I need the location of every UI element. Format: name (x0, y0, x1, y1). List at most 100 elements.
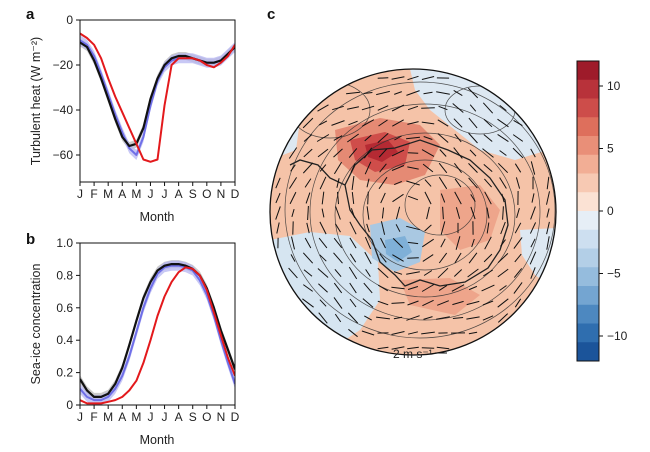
wind-vector (421, 284, 435, 292)
wind-vector (466, 300, 480, 306)
wind-vector (407, 286, 419, 290)
y-tick-label: 1.0 (56, 236, 73, 250)
wind-vector (407, 331, 419, 335)
wind-vector (348, 148, 358, 158)
wind-vector (361, 119, 375, 127)
wind-vector (468, 177, 478, 189)
wind-vector (484, 191, 492, 205)
colorbar-tick-label: 10 (607, 79, 621, 93)
wind-vector (364, 161, 372, 175)
series-line-black (80, 263, 235, 398)
wind-vector (406, 225, 420, 231)
wind-vector (531, 193, 535, 203)
wind-vector (380, 237, 386, 249)
wind-vector (349, 221, 357, 235)
wind-vector (391, 302, 405, 304)
colorbar-cell (577, 304, 599, 324)
y-tick-label: 0 (66, 13, 73, 27)
wind-vector (407, 121, 419, 125)
plot-frame-b (79, 242, 236, 406)
colorbar-cell (577, 248, 599, 268)
wind-vector (363, 147, 373, 159)
wind-vector (302, 298, 314, 308)
wind-vector (436, 91, 450, 95)
wind-vector (318, 283, 328, 293)
wind-vector (407, 75, 419, 81)
wind-vector (337, 191, 339, 205)
wind-vector (321, 191, 325, 205)
wind-vector (499, 177, 507, 189)
wind-vector (483, 164, 493, 172)
wind-vector (512, 134, 524, 142)
wind-vector (514, 163, 522, 173)
series-line-black (80, 41, 235, 148)
wind-vector (319, 299, 327, 307)
wind-vector (455, 236, 461, 250)
wind-vector (377, 133, 389, 143)
wind-vector (377, 284, 389, 292)
wind-vector (406, 180, 420, 186)
wind-vector (395, 206, 401, 220)
colorbar-cell (577, 136, 599, 156)
wind-vector (333, 148, 343, 158)
x-tick-label: O (202, 410, 211, 424)
wind-vector (421, 121, 435, 125)
wind-vector (406, 315, 420, 321)
y-tick-label: 0.2 (56, 366, 73, 380)
wind-vector (438, 105, 448, 111)
wind-vector (318, 312, 328, 324)
wind-vector (407, 300, 419, 306)
wind-vector (303, 269, 313, 277)
wind-vector (303, 284, 313, 292)
wind-vector (391, 149, 405, 157)
wind-vector (302, 117, 314, 129)
x-tick-label: A (175, 410, 183, 424)
wind-vector (364, 134, 372, 142)
wind-vector (395, 224, 401, 232)
wind-vector (363, 282, 373, 294)
wind-vector (380, 192, 386, 204)
x-tick-label: M (131, 187, 141, 201)
colorbar-cell (577, 154, 599, 174)
x-tick-label: D (231, 410, 240, 424)
wind-vector (442, 206, 444, 220)
x-axis-label-b: Month (140, 433, 175, 447)
wind-vector (497, 313, 509, 323)
y-axis-label-b: Sea-ice concentration (29, 264, 43, 385)
x-tick-label: F (90, 410, 97, 424)
wind-vector (393, 316, 403, 320)
wind-vector (378, 119, 388, 127)
wind-vector (513, 268, 523, 278)
wind-vector (436, 316, 450, 320)
wind-vector (438, 162, 448, 174)
wind-vector (467, 87, 479, 99)
colorbar-cell (577, 192, 599, 212)
wind-vector (421, 331, 435, 335)
y-axis-label-a: Turbulent heat (W m⁻²) (29, 37, 43, 165)
wind-vector (394, 135, 402, 141)
wind-vector (377, 346, 389, 350)
wind-vector (451, 284, 465, 292)
wind-vector (317, 104, 329, 112)
wind-vector (514, 222, 522, 234)
wind-vector (453, 118, 463, 128)
wind-vector (367, 191, 369, 205)
wind-vector (392, 193, 404, 203)
x-tick-label: J (162, 187, 168, 201)
wind-vector (348, 266, 358, 280)
map-region-positive (365, 140, 398, 162)
wind-vector (291, 208, 295, 218)
wind-vector (333, 252, 343, 264)
wind-vector (361, 330, 375, 336)
wind-vector (376, 90, 390, 96)
wind-vector (466, 316, 480, 320)
wind-vector (318, 120, 328, 126)
vector-scale-label: 2 m s⁻¹ (393, 347, 433, 361)
wind-vector (499, 150, 507, 156)
wind-vector (332, 105, 344, 111)
wind-vector (513, 282, 523, 294)
wind-vector (482, 300, 494, 306)
wind-vector (363, 92, 373, 94)
wind-vector (530, 267, 536, 279)
